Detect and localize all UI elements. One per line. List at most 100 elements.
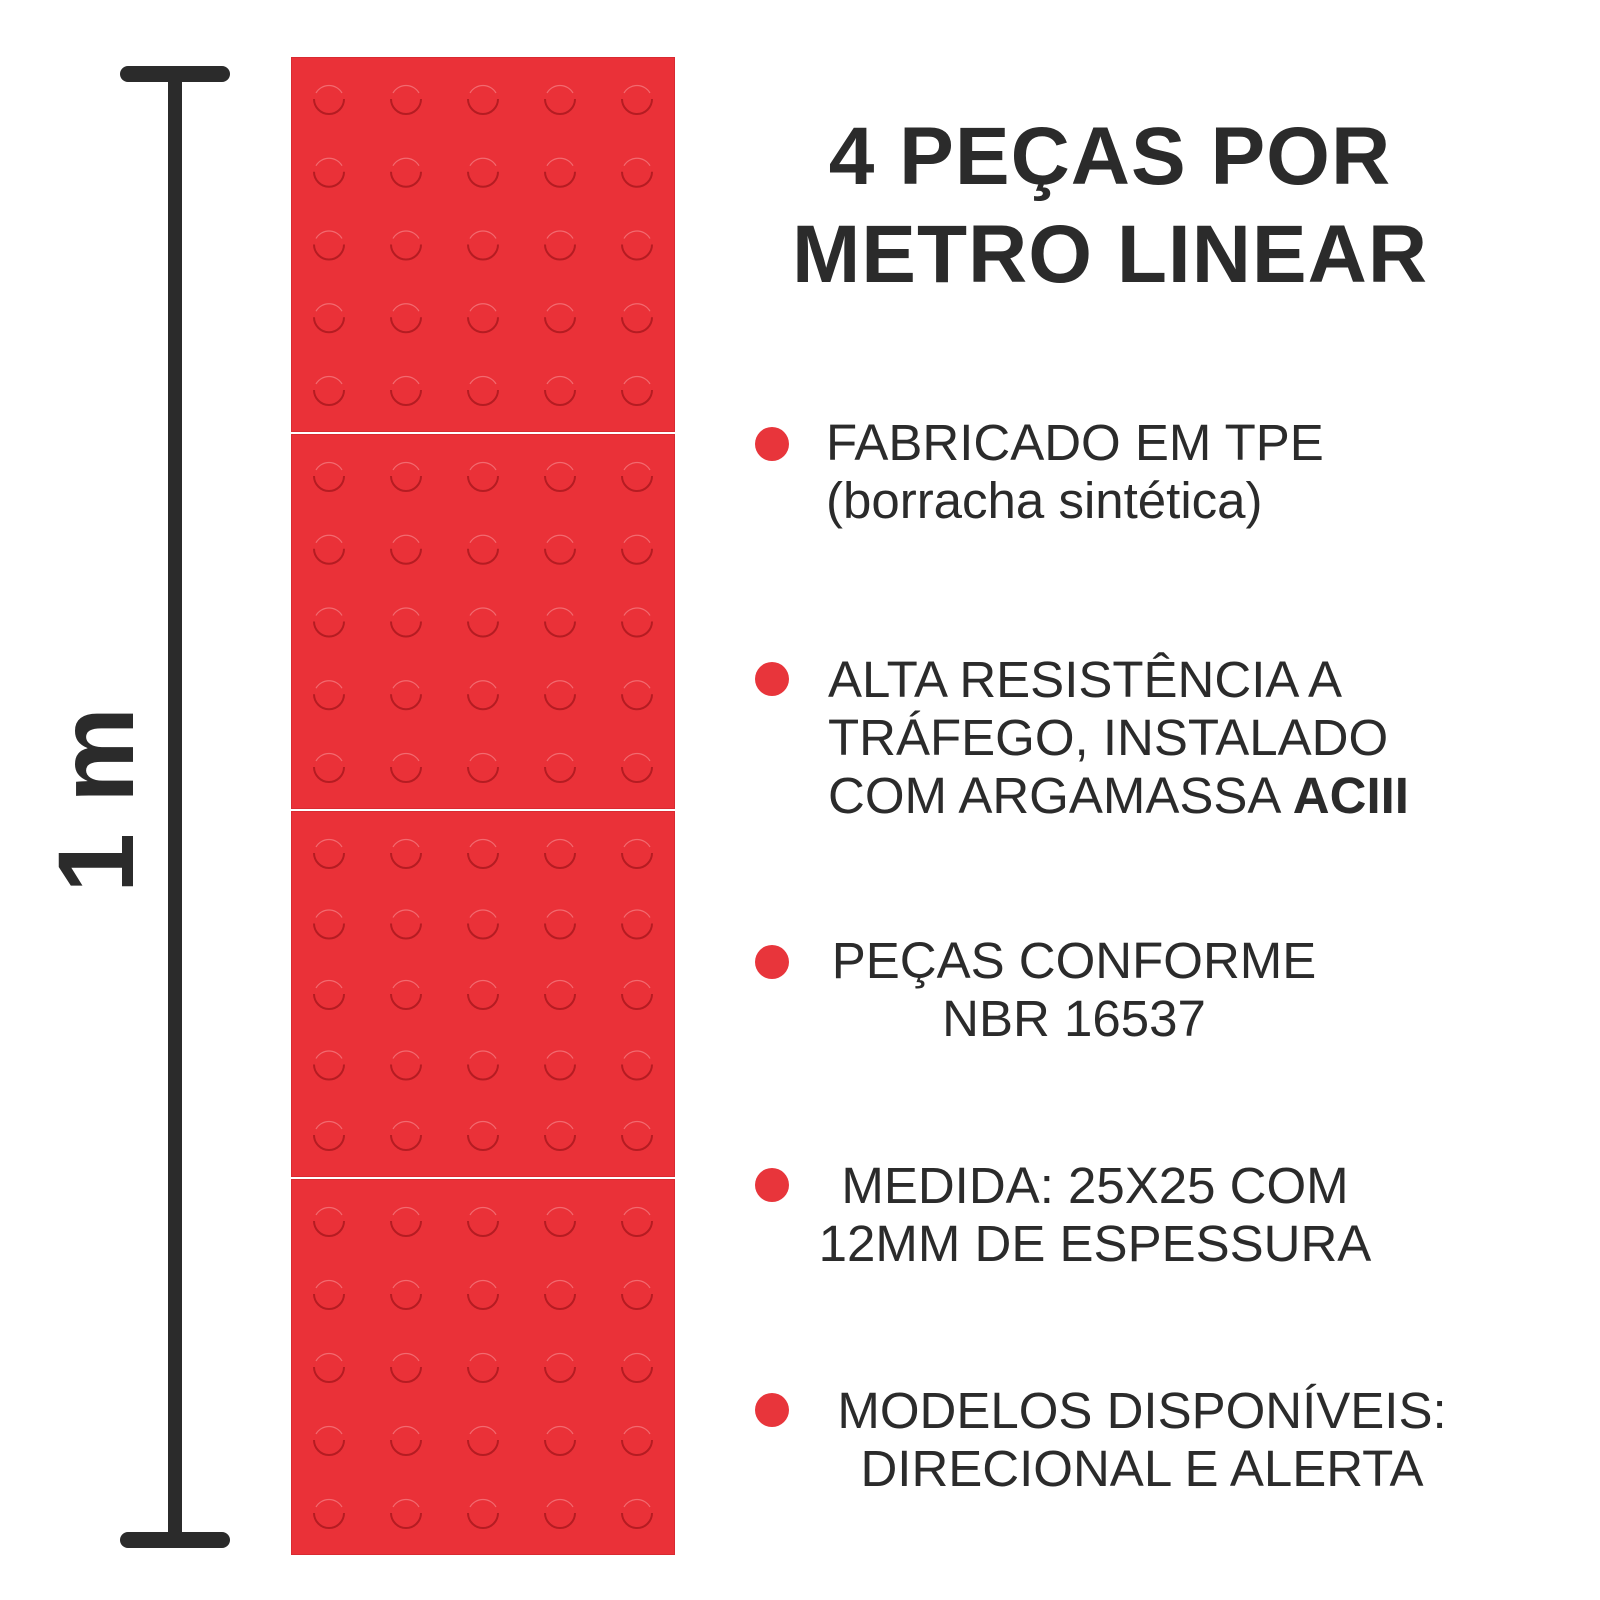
- feature-item-3: PEÇAS CONFORME NBR 16537: [831, 932, 1317, 1047]
- tactile-dot-icon: [621, 302, 653, 334]
- tactile-dot-icon: [467, 979, 499, 1010]
- tactile-dot-icon: [313, 1279, 345, 1310]
- tactile-dot-icon: [467, 1049, 499, 1081]
- tactile-dot-icon: [390, 1049, 422, 1081]
- tactile-dot-icon: [544, 979, 576, 1010]
- tactile-dot-icon: [313, 679, 345, 711]
- tactile-dot-icon: [467, 533, 499, 565]
- tactile-dot-icon: [544, 606, 576, 638]
- tactile-dot-icon: [390, 908, 422, 940]
- tactile-dot-icon: [467, 1498, 499, 1529]
- tactile-tile-2: [291, 434, 675, 809]
- tactile-dot-icon: [544, 229, 576, 261]
- tactile-dot-icon: [390, 1279, 422, 1310]
- tactile-dot-icon: [313, 1498, 345, 1529]
- title-line-1: 4 PEÇAS POR: [828, 111, 1392, 202]
- bullet-dot-1: [755, 427, 789, 461]
- tactile-dot-icon: [544, 461, 576, 492]
- tactile-dot-icon: [544, 908, 576, 940]
- tactile-dot-icon: [467, 1352, 499, 1383]
- page-title: 4 PEÇAS POR METRO LINEAR: [740, 108, 1480, 304]
- tactile-dot-icon: [390, 979, 422, 1010]
- scale-label: 1 m: [35, 707, 156, 893]
- tactile-dot-icon: [390, 156, 422, 188]
- tactile-dot-icon: [467, 679, 499, 711]
- tactile-dot-icon: [544, 533, 576, 565]
- tactile-dot-icon: [467, 1279, 499, 1310]
- tactile-dot-icon: [467, 1425, 499, 1456]
- tactile-dot-icon: [544, 752, 576, 783]
- tactile-dot-icon: [390, 1352, 422, 1383]
- tactile-dot-icon: [621, 606, 653, 638]
- tactile-dot-icon: [313, 533, 345, 565]
- tactile-dot-icon: [621, 1498, 653, 1529]
- tactile-dot-icon: [467, 302, 499, 334]
- tactile-dot-icon: [313, 752, 345, 783]
- tactile-dot-icon: [621, 375, 653, 406]
- tactile-dot-icon: [467, 606, 499, 638]
- tactile-dot-icon: [621, 679, 653, 711]
- tactile-dot-icon: [621, 533, 653, 565]
- tactile-dot-icon: [390, 1498, 422, 1529]
- tactile-dot-icon: [544, 302, 576, 334]
- tactile-dot-icon: [544, 1279, 576, 1310]
- bullet-dot-5: [755, 1393, 789, 1427]
- tactile-dot-icon: [467, 1120, 499, 1151]
- feature-item-1: FABRICADO EM TPE (borracha sintética): [826, 414, 1324, 529]
- tactile-dot-icon: [313, 1120, 345, 1151]
- tactile-dot-icon: [390, 302, 422, 334]
- tactile-dot-icon: [313, 1049, 345, 1081]
- tactile-dot-icon: [621, 1206, 653, 1237]
- tactile-dot-icon: [390, 533, 422, 565]
- bullet-dot-2: [755, 662, 789, 696]
- tactile-dot-icon: [621, 1279, 653, 1310]
- tactile-dot-icon: [544, 156, 576, 188]
- tactile-dot-icon: [467, 838, 499, 869]
- tactile-dot-icon: [313, 375, 345, 406]
- tactile-dot-icon: [313, 84, 345, 115]
- tactile-dot-icon: [544, 1049, 576, 1081]
- tactile-dot-icon: [621, 461, 653, 492]
- tactile-dot-icon: [390, 1425, 422, 1456]
- bullet-dot-3: [755, 945, 789, 979]
- tactile-dot-icon: [544, 1498, 576, 1529]
- tactile-dot-icon: [544, 679, 576, 711]
- tactile-dot-icon: [544, 1425, 576, 1456]
- tactile-dot-icon: [544, 84, 576, 115]
- tactile-dot-icon: [390, 752, 422, 783]
- tactile-dot-icon: [313, 979, 345, 1010]
- tactile-dot-icon: [390, 375, 422, 406]
- scale-bar: 1 m: [35, 66, 230, 1548]
- tactile-dot-icon: [621, 1120, 653, 1151]
- tactile-dot-icon: [313, 606, 345, 638]
- tactile-dot-icon: [467, 156, 499, 188]
- tactile-dot-icon: [544, 1352, 576, 1383]
- tactile-dot-icon: [467, 752, 499, 783]
- tactile-dot-icon: [467, 375, 499, 406]
- tactile-dot-icon: [313, 1352, 345, 1383]
- tactile-dot-icon: [621, 979, 653, 1010]
- tactile-dot-icon: [467, 84, 499, 115]
- tactile-dot-icon: [390, 84, 422, 115]
- tactile-dot-icon: [621, 1425, 653, 1456]
- tactile-dot-icon: [467, 908, 499, 940]
- bullet-dot-4: [755, 1168, 789, 1202]
- tactile-dot-icon: [390, 1120, 422, 1151]
- tactile-dot-icon: [544, 838, 576, 869]
- tactile-dot-icon: [621, 1049, 653, 1081]
- tactile-tile-4: [291, 1179, 675, 1555]
- feature-item-4: MEDIDA: 25X25 COM 12MM DE ESPESSURA: [818, 1157, 1372, 1272]
- tactile-dot-icon: [313, 156, 345, 188]
- tactile-dot-icon: [390, 606, 422, 638]
- tactile-dot-icon: [621, 838, 653, 869]
- tactile-dot-icon: [313, 908, 345, 940]
- tactile-dot-icon: [621, 229, 653, 261]
- tactile-dot-icon: [390, 461, 422, 492]
- tactile-tile-3: [291, 811, 675, 1177]
- tactile-dot-icon: [621, 84, 653, 115]
- tactile-dot-icon: [313, 838, 345, 869]
- tactile-dot-icon: [621, 752, 653, 783]
- feature-item-5: MODELOS DISPONÍVEIS: DIRECIONAL E ALERTA: [837, 1382, 1447, 1497]
- tactile-dot-icon: [390, 1206, 422, 1237]
- tactile-dot-icon: [544, 375, 576, 406]
